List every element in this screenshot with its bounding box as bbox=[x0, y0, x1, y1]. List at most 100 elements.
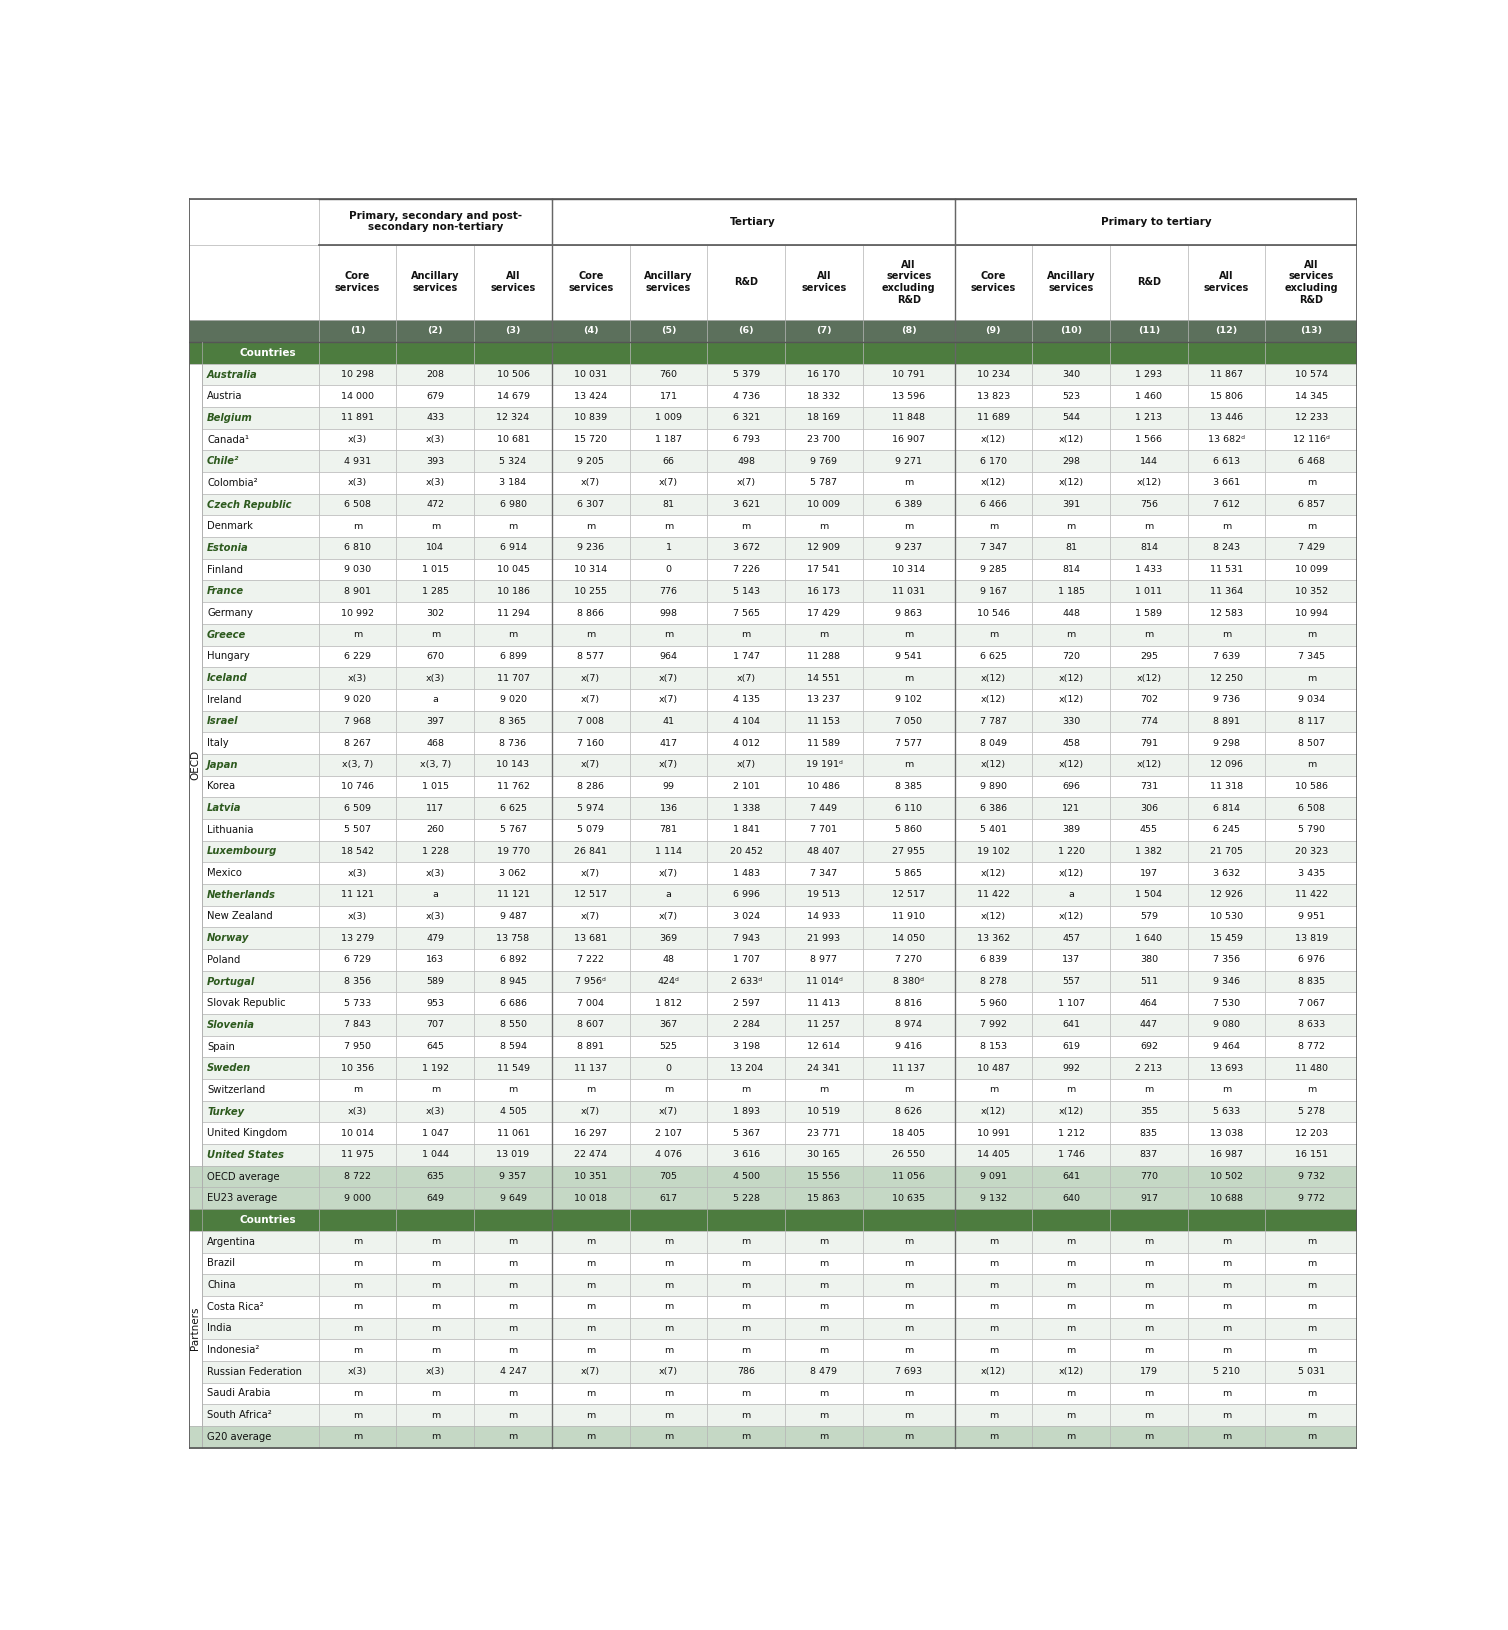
Bar bbox=[474, 494, 552, 515]
Text: 81: 81 bbox=[662, 500, 674, 509]
Text: 13 038: 13 038 bbox=[1209, 1130, 1243, 1138]
Bar bbox=[188, 949, 202, 971]
Text: 953: 953 bbox=[427, 999, 445, 1007]
Text: 5 974: 5 974 bbox=[578, 804, 605, 813]
Bar bbox=[1033, 1296, 1110, 1317]
Bar bbox=[397, 450, 474, 473]
Bar bbox=[552, 494, 630, 515]
Text: 7 008: 7 008 bbox=[578, 717, 605, 725]
Bar bbox=[863, 1340, 955, 1361]
Text: (7): (7) bbox=[816, 326, 832, 336]
Bar bbox=[1033, 1123, 1110, 1144]
Text: m: m bbox=[508, 1281, 517, 1289]
Bar bbox=[202, 429, 318, 450]
Text: 9 237: 9 237 bbox=[896, 543, 923, 553]
Text: m: m bbox=[508, 1346, 517, 1355]
Text: 6 892: 6 892 bbox=[499, 955, 526, 965]
Bar bbox=[397, 515, 474, 538]
Text: x(7): x(7) bbox=[659, 913, 679, 921]
Text: a: a bbox=[433, 696, 439, 704]
Text: 8 049: 8 049 bbox=[980, 738, 1007, 748]
Text: 5 228: 5 228 bbox=[733, 1193, 760, 1203]
Bar bbox=[1110, 841, 1188, 862]
Text: m: m bbox=[431, 1324, 440, 1333]
Text: 3 632: 3 632 bbox=[1212, 869, 1240, 877]
Bar bbox=[397, 1144, 474, 1165]
Bar bbox=[552, 1361, 630, 1382]
Text: New Zealand: New Zealand bbox=[207, 911, 273, 921]
Bar bbox=[188, 862, 202, 883]
Text: Japan: Japan bbox=[207, 760, 238, 769]
Text: 8 891: 8 891 bbox=[1212, 717, 1240, 725]
Text: x(3): x(3) bbox=[348, 913, 366, 921]
Bar bbox=[552, 1079, 630, 1100]
Text: 10 991: 10 991 bbox=[977, 1130, 1010, 1138]
Bar bbox=[1188, 949, 1265, 971]
Bar bbox=[1265, 624, 1357, 645]
Bar bbox=[707, 667, 786, 689]
Text: 393: 393 bbox=[427, 456, 445, 466]
Text: m: m bbox=[989, 1410, 998, 1420]
Bar bbox=[1188, 1035, 1265, 1058]
Text: 10 574: 10 574 bbox=[1295, 370, 1329, 380]
Bar bbox=[318, 1252, 397, 1275]
Bar bbox=[1265, 1382, 1357, 1405]
Bar bbox=[630, 711, 707, 732]
Bar bbox=[707, 1123, 786, 1144]
Text: 1 185: 1 185 bbox=[1057, 587, 1084, 597]
Text: R&D: R&D bbox=[1137, 277, 1161, 287]
Bar bbox=[188, 732, 202, 755]
Text: 13 823: 13 823 bbox=[977, 391, 1010, 401]
Bar bbox=[318, 1382, 397, 1405]
Bar bbox=[707, 601, 786, 624]
Bar bbox=[630, 1405, 707, 1426]
Bar bbox=[707, 515, 786, 538]
Text: m: m bbox=[1221, 1302, 1231, 1311]
Bar bbox=[397, 797, 474, 818]
Bar bbox=[397, 624, 474, 645]
Text: 10 688: 10 688 bbox=[1209, 1193, 1243, 1203]
Text: 11 707: 11 707 bbox=[496, 673, 529, 683]
Text: 10 352: 10 352 bbox=[1295, 587, 1329, 597]
Text: 9 080: 9 080 bbox=[1212, 1020, 1240, 1030]
Text: 10 143: 10 143 bbox=[496, 760, 529, 769]
Text: 814: 814 bbox=[1062, 566, 1080, 574]
Text: m: m bbox=[1145, 1389, 1154, 1399]
Bar bbox=[863, 797, 955, 818]
Bar bbox=[474, 1361, 552, 1382]
Bar bbox=[1110, 473, 1188, 494]
Bar bbox=[1110, 993, 1188, 1014]
Text: m: m bbox=[742, 1086, 751, 1094]
Text: m: m bbox=[664, 1281, 673, 1289]
Text: 81: 81 bbox=[1065, 543, 1077, 553]
Bar bbox=[707, 342, 786, 363]
Text: m: m bbox=[819, 1410, 828, 1420]
Bar bbox=[630, 1252, 707, 1275]
Text: 11 364: 11 364 bbox=[1209, 587, 1243, 597]
Text: 635: 635 bbox=[427, 1172, 445, 1182]
Bar bbox=[630, 993, 707, 1014]
Text: m: m bbox=[1307, 1302, 1316, 1311]
Bar bbox=[786, 580, 863, 601]
Bar bbox=[1110, 1165, 1188, 1188]
Bar bbox=[955, 494, 1033, 515]
Bar bbox=[474, 818, 552, 841]
Bar bbox=[1110, 559, 1188, 580]
Bar bbox=[786, 1058, 863, 1079]
Bar bbox=[786, 993, 863, 1014]
Bar bbox=[1265, 244, 1357, 319]
Text: 7 347: 7 347 bbox=[980, 543, 1007, 553]
Text: m: m bbox=[742, 522, 751, 531]
Text: m: m bbox=[1221, 1237, 1231, 1247]
Bar bbox=[630, 1317, 707, 1340]
Text: m: m bbox=[819, 1302, 828, 1311]
Text: 11 531: 11 531 bbox=[1209, 566, 1243, 574]
Text: x(12): x(12) bbox=[1059, 479, 1084, 487]
Bar bbox=[474, 385, 552, 408]
Bar bbox=[1110, 429, 1188, 450]
Text: 3 435: 3 435 bbox=[1298, 869, 1326, 877]
Text: 11 257: 11 257 bbox=[807, 1020, 840, 1030]
Text: 17 541: 17 541 bbox=[807, 566, 840, 574]
Text: x(3, 7): x(3, 7) bbox=[419, 760, 451, 769]
Text: Indonesia²: Indonesia² bbox=[207, 1345, 259, 1355]
